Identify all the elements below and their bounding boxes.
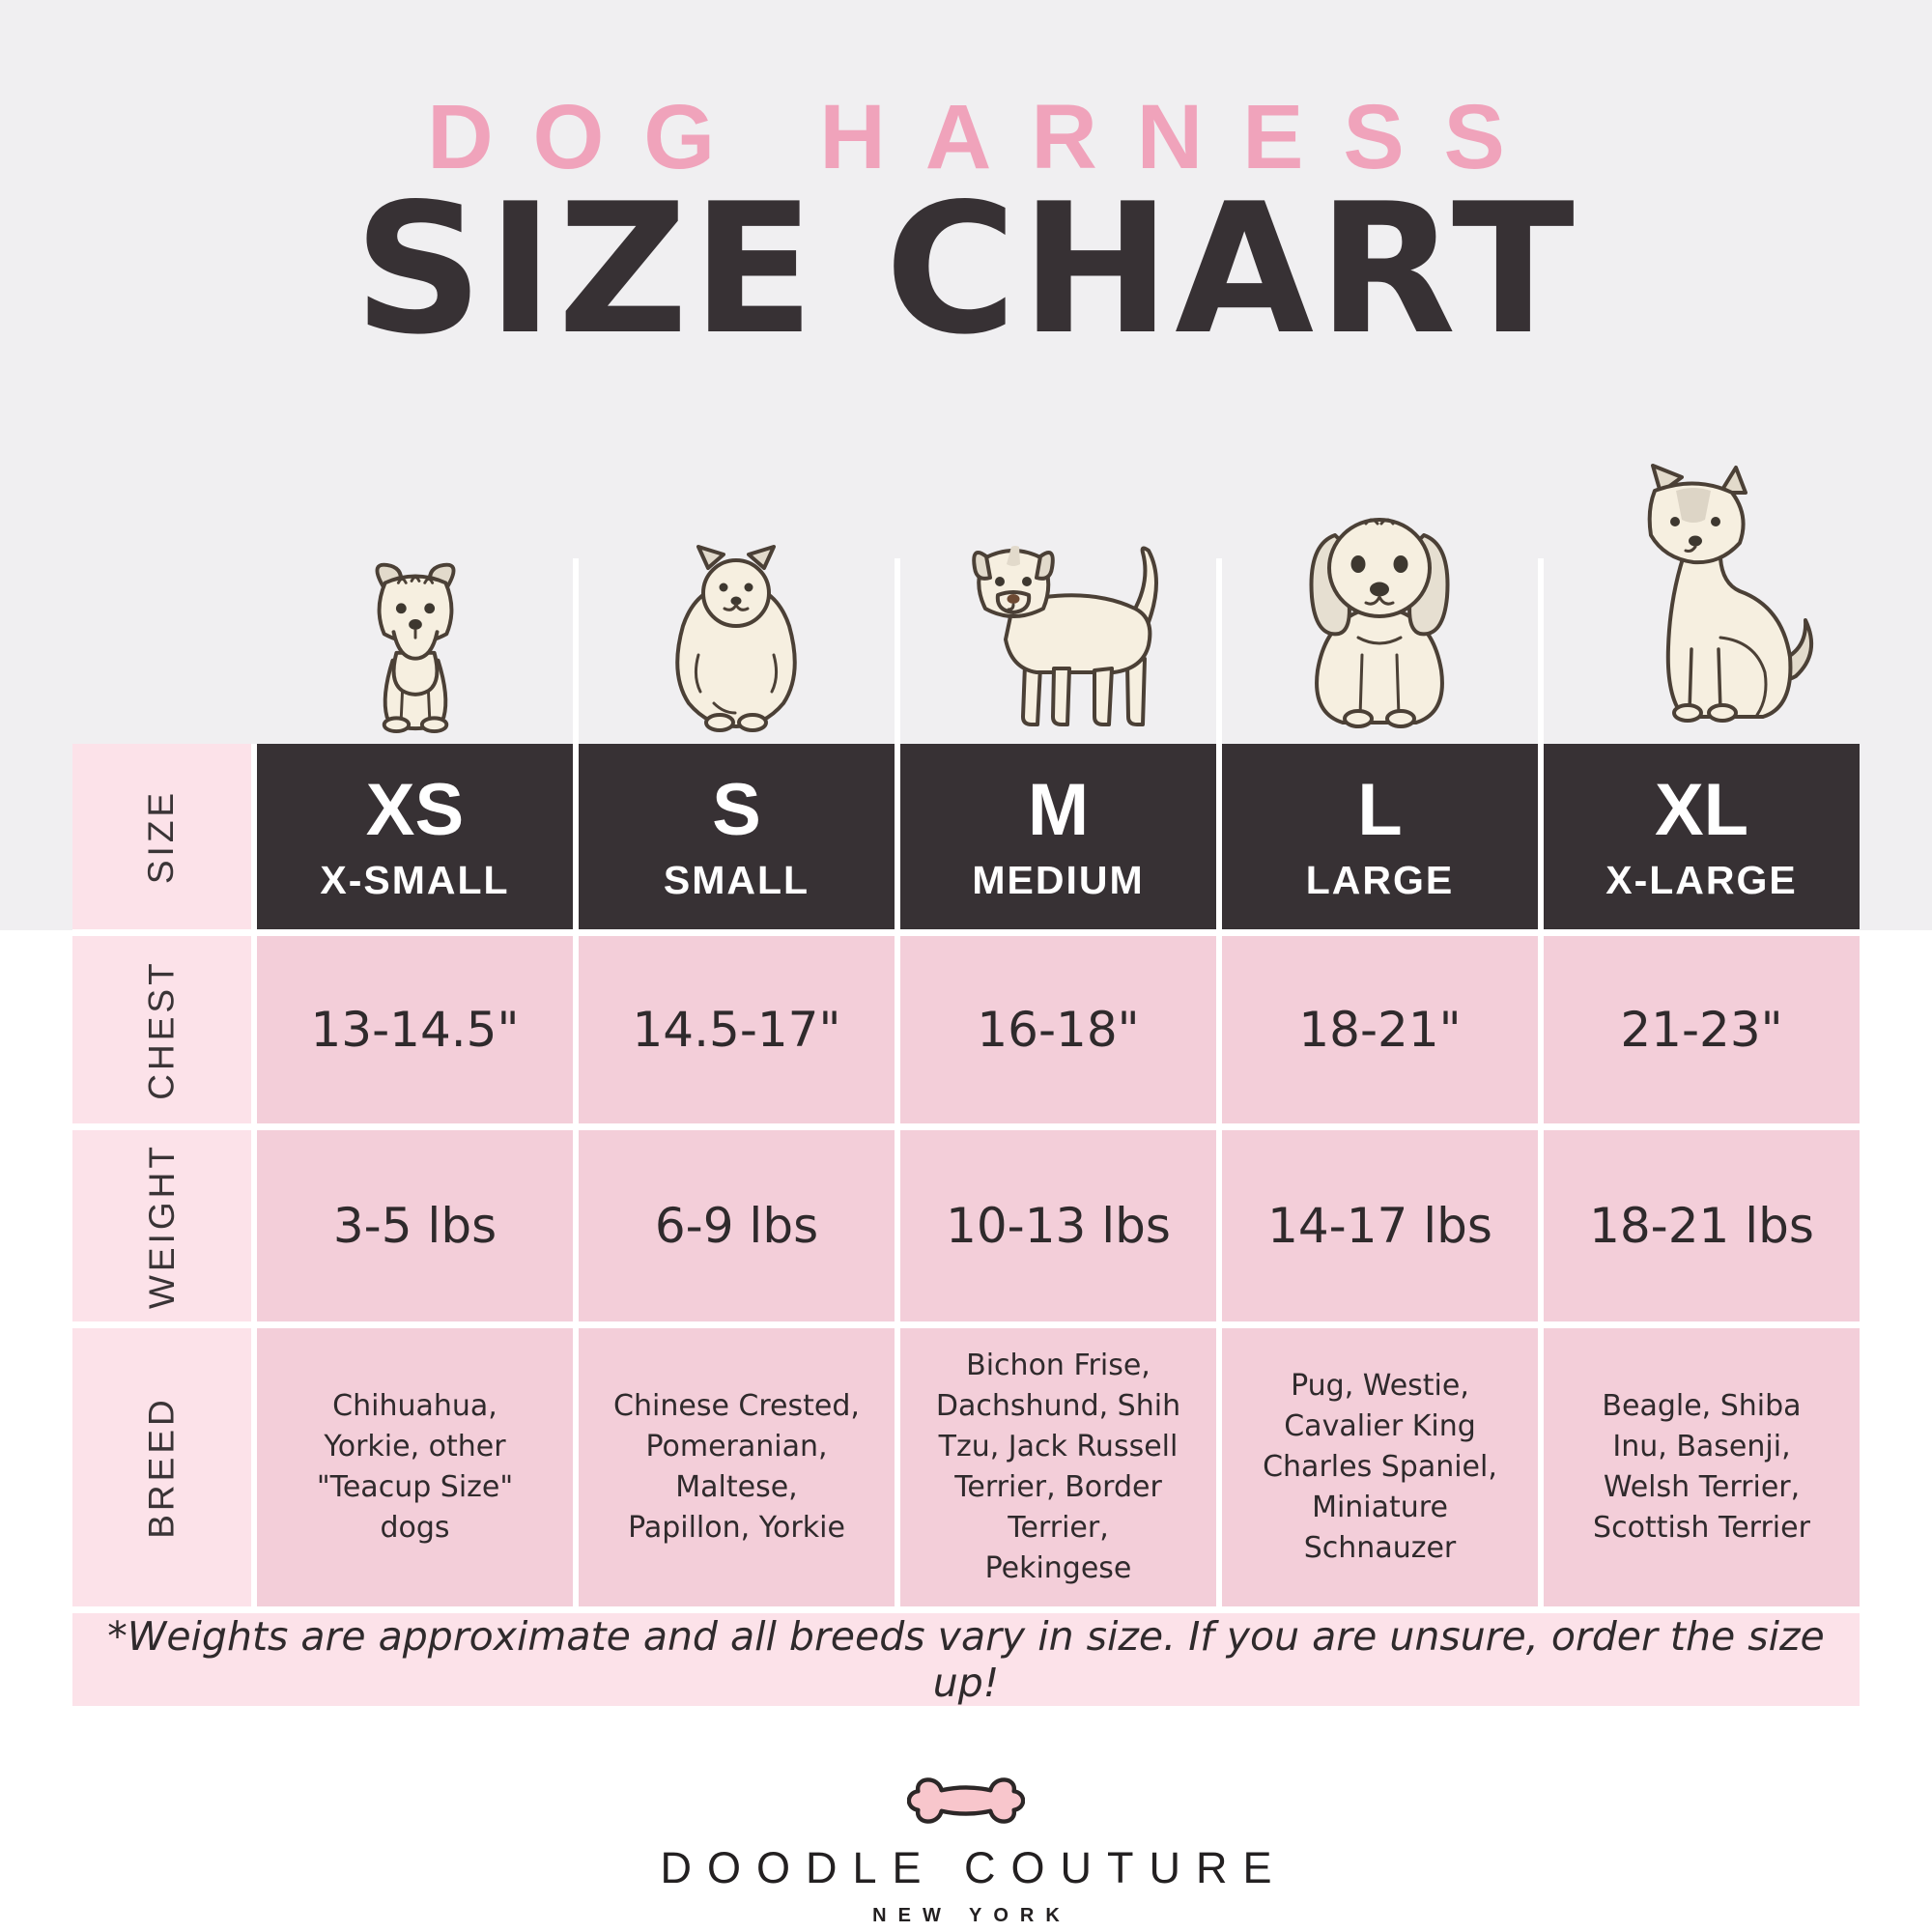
- size-code: M: [1027, 768, 1090, 851]
- chest-value-l: 18-21": [1222, 936, 1538, 1123]
- size-header-s: S SMALL: [579, 744, 895, 929]
- chest-value-m: 16-18": [900, 936, 1216, 1123]
- chest-value-xs: 13-14.5": [257, 936, 573, 1123]
- size-header-l: L LARGE: [1222, 744, 1538, 929]
- size-header-xs: XS X-SMALL: [257, 744, 573, 929]
- shiba-illustration: [1647, 464, 1813, 723]
- row-label-chest: CHEST: [72, 936, 251, 1123]
- bone-icon: [907, 1777, 1025, 1824]
- brand-name: DOODLE COUTURE: [660, 1843, 1288, 1892]
- row-label-weight: WEIGHT: [72, 1130, 251, 1321]
- row-label-size: SIZE: [72, 744, 251, 929]
- weight-value-m: 10-13 lbs: [900, 1130, 1216, 1321]
- spaniel-illustration: [1309, 518, 1450, 728]
- size-code: S: [712, 768, 761, 851]
- size-name: X-SMALL: [320, 857, 510, 902]
- weight-value-s: 6-9 lbs: [579, 1130, 895, 1321]
- breed-list-s: Chinese Crested, Pomeranian, Maltese, Pa…: [579, 1328, 895, 1606]
- column-divider: [573, 558, 579, 744]
- breed-list-m: Bichon Frise, Dachshund, Shih Tzu, Jack …: [900, 1328, 1216, 1606]
- size-name: SMALL: [663, 857, 810, 902]
- column-divider: [895, 558, 900, 744]
- page-title: SIZE CHART: [354, 164, 1578, 374]
- sizing-note: *Weights are approximate and all breeds …: [72, 1613, 1860, 1706]
- brand-subtitle: NEW YORK: [872, 1905, 1071, 1926]
- chest-value-xl: 21-23": [1544, 936, 1860, 1123]
- size-code: L: [1357, 768, 1403, 851]
- size-code: XS: [365, 768, 465, 851]
- weight-value-xl: 18-21 lbs: [1544, 1130, 1860, 1321]
- size-code: XL: [1654, 768, 1749, 851]
- weight-value-l: 14-17 lbs: [1222, 1130, 1538, 1321]
- pomeranian-illustration: [675, 545, 797, 732]
- size-header-xl: XL X-LARGE: [1544, 744, 1860, 929]
- size-table: SIZE XS X-SMALL S SMALL M MEDIUM L LARGE…: [72, 744, 1860, 1706]
- chest-value-s: 14.5-17": [579, 936, 895, 1123]
- weight-value-xs: 3-5 lbs: [257, 1130, 573, 1321]
- schnauzer-puppy-illustration: [375, 562, 456, 734]
- size-name: X-LARGE: [1605, 857, 1798, 902]
- jack-russell-illustration: [972, 546, 1158, 726]
- row-label-breed: BREED: [72, 1328, 251, 1606]
- size-header-m: M MEDIUM: [900, 744, 1216, 929]
- breed-list-xl: Beagle, Shiba Inu, Basenji, Welsh Terrie…: [1544, 1328, 1860, 1606]
- size-name: LARGE: [1305, 857, 1455, 902]
- kicker-title: DOG HARNESS: [427, 86, 1545, 188]
- breed-list-xs: Chihuahua, Yorkie, other "Teacup Size" d…: [257, 1328, 573, 1606]
- brand-footer: DOODLE COUTURE NEW YORK: [0, 1766, 1932, 1927]
- breed-list-l: Pug, Westie, Cavalier King Charles Spani…: [1222, 1328, 1538, 1606]
- column-divider: [1216, 558, 1222, 744]
- size-name: MEDIUM: [972, 857, 1145, 902]
- column-divider: [1538, 558, 1544, 744]
